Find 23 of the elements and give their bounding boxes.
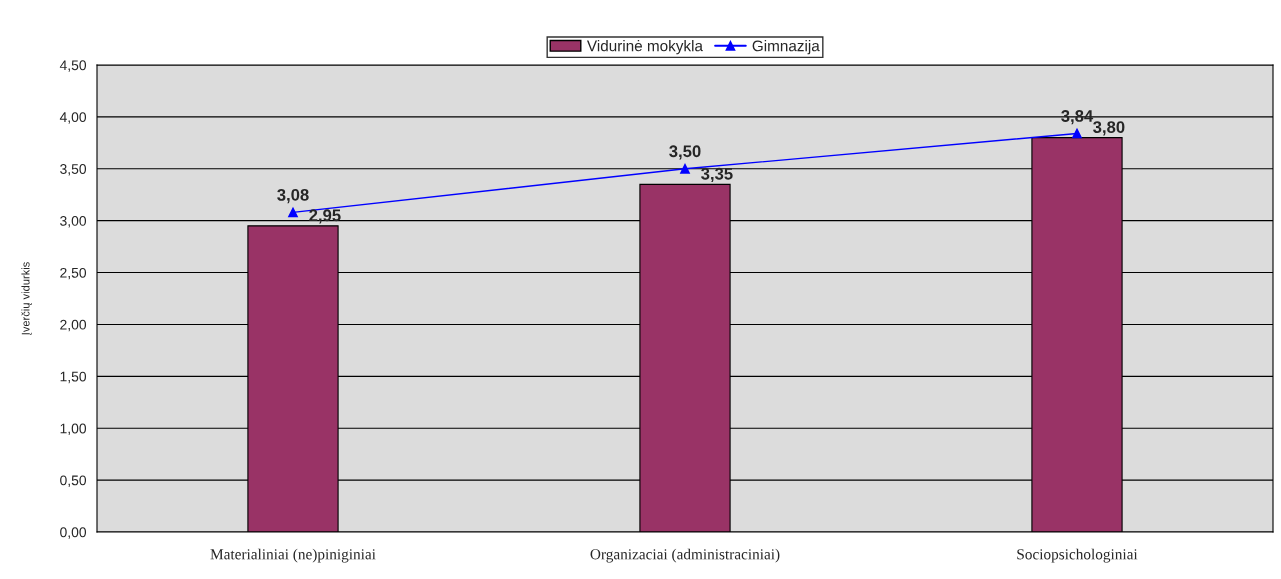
y-tick-label: 0,50 <box>60 475 87 487</box>
y-tick-label: 1,50 <box>60 371 87 384</box>
y-tick-label: 3,50 <box>60 164 87 176</box>
y-tick-label: 2,50 <box>60 267 87 280</box>
point <box>288 207 298 218</box>
data-label: 3,80 <box>1093 121 1125 136</box>
point <box>1072 128 1082 139</box>
x-tick-label: Organizaciai (administraciniai) <box>590 548 780 563</box>
data-label: 3,50 <box>669 145 701 160</box>
y-tick-label: 4,00 <box>59 112 87 124</box>
legend-label: Gimnazija <box>752 40 820 55</box>
y-tick-label: 0,00 <box>60 527 87 539</box>
point <box>680 163 690 174</box>
y-tick-label: 2,00 <box>60 319 87 332</box>
y-tick-label: 4,50 <box>59 60 87 72</box>
x-tick-label: Sociopsichologiniai <box>1017 548 1138 563</box>
legend-label: Vidurinė mokykla <box>586 40 703 55</box>
data-label: 3,08 <box>277 188 309 204</box>
y-tick-label: 1,00 <box>60 423 87 436</box>
x-tick-label: Materialiniai (ne)piniginiai <box>210 548 376 563</box>
y-axis-title: Įverčių vidurkis <box>21 262 32 335</box>
y-tick-label: 3,00 <box>60 216 87 228</box>
data-label: 3,35 <box>701 167 733 183</box>
